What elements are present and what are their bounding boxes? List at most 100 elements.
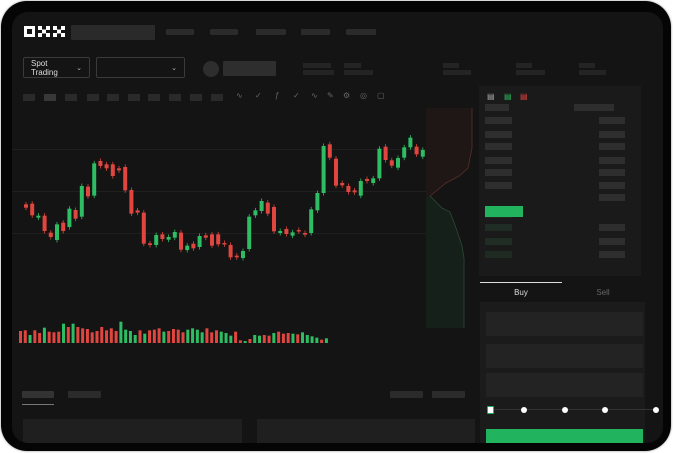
- orderbook-price[interactable]: [485, 169, 512, 176]
- candlestick-chart[interactable]: [12, 12, 432, 372]
- volume-bar: [148, 330, 152, 343]
- orderbook-amount: [599, 169, 625, 176]
- filter-button[interactable]: [432, 391, 465, 398]
- slider-stop[interactable]: [602, 407, 608, 413]
- buy-submit-button[interactable]: [486, 429, 643, 443]
- volume-bar: [100, 327, 104, 343]
- orderbook-price[interactable]: [485, 143, 512, 150]
- volume-bar: [85, 329, 89, 343]
- volume-bar: [76, 327, 80, 343]
- interval-button[interactable]: [23, 94, 35, 101]
- candle-up: [371, 178, 376, 183]
- interval-button[interactable]: [211, 94, 223, 101]
- amount-input[interactable]: [486, 344, 643, 368]
- nav-item[interactable]: [166, 29, 194, 35]
- volume-bar: [171, 329, 175, 343]
- candle-up: [241, 251, 245, 258]
- slider-stop[interactable]: [653, 407, 659, 413]
- tab-sell[interactable]: Sell: [596, 288, 610, 297]
- view-asks-icon[interactable]: ▤: [520, 92, 528, 101]
- slider-stop[interactable]: [521, 407, 527, 413]
- volume-bar: [52, 332, 56, 343]
- pair-dropdown[interactable]: ⌄: [96, 57, 185, 78]
- candle-down: [284, 229, 289, 234]
- slider-stop[interactable]: [562, 407, 568, 413]
- candle-down: [98, 161, 103, 166]
- orderbook-price[interactable]: [485, 117, 512, 124]
- fx-icon[interactable]: ƒ: [275, 91, 280, 100]
- price-input[interactable]: [486, 312, 643, 336]
- candle-down: [222, 243, 227, 245]
- interval-button-active[interactable]: [44, 94, 56, 101]
- stat-label: [344, 63, 361, 68]
- okx-logo[interactable]: [24, 26, 66, 38]
- candle-down: [42, 215, 47, 231]
- settings-icon[interactable]: ⚙: [343, 91, 351, 100]
- candle-down: [110, 164, 115, 176]
- market-type-dropdown[interactable]: Spot Trading ⌄: [23, 57, 90, 78]
- slider-track[interactable]: [490, 409, 658, 410]
- interval-button[interactable]: [87, 94, 99, 101]
- tab-history[interactable]: [68, 391, 101, 398]
- gridline: [12, 149, 426, 150]
- total-input[interactable]: [486, 373, 643, 397]
- search-bar[interactable]: [71, 25, 155, 40]
- view-bids-icon[interactable]: ▤: [504, 92, 512, 101]
- stat-value: [516, 70, 545, 75]
- candle-down: [346, 186, 351, 192]
- nav-item[interactable]: [301, 29, 330, 35]
- nav-item[interactable]: [346, 29, 376, 35]
- interval-button[interactable]: [128, 94, 140, 101]
- indicator-icon[interactable]: ✓: [255, 91, 262, 100]
- stat-label: [579, 63, 595, 68]
- fullscreen-icon[interactable]: ▢: [377, 91, 385, 100]
- volume-bar: [229, 335, 233, 343]
- candle-up: [396, 158, 400, 168]
- candle-down: [30, 203, 35, 216]
- volume-bar: [119, 321, 123, 343]
- candle-up: [278, 231, 283, 233]
- candle-up: [321, 146, 326, 193]
- candle-up: [259, 201, 264, 211]
- volume-bar: [47, 331, 51, 343]
- candle-down: [160, 234, 165, 239]
- volume-bar: [214, 330, 218, 343]
- nav-item[interactable]: [210, 29, 238, 35]
- interval-button[interactable]: [107, 94, 119, 101]
- volume-bar: [105, 330, 109, 343]
- filter-button[interactable]: [390, 391, 423, 398]
- interval-button[interactable]: [190, 94, 202, 101]
- orderbook-price[interactable]: [485, 224, 512, 231]
- interval-button[interactable]: [169, 94, 181, 101]
- volume-bar: [176, 329, 180, 343]
- view-both-icon[interactable]: ▤: [487, 92, 495, 101]
- candle-down: [265, 202, 270, 214]
- pencil-icon[interactable]: ✎: [327, 91, 334, 100]
- bid-depth: [426, 196, 464, 328]
- orderbook-price[interactable]: [485, 157, 512, 164]
- candle-down: [352, 190, 357, 193]
- orderbook-price[interactable]: [485, 238, 512, 245]
- orderbook-price[interactable]: [485, 182, 512, 189]
- app-screen: Spot Trading ⌄ ⌄ ∿ ✓ ƒ ✓ ∿ ✎ ⚙ ◎ ▢: [12, 12, 663, 443]
- candle-up: [358, 181, 363, 196]
- price-placeholder: [223, 61, 276, 76]
- orderbook-price[interactable]: [485, 104, 509, 111]
- camera-icon[interactable]: ◎: [360, 91, 367, 100]
- interval-button[interactable]: [65, 94, 77, 101]
- volume-bar: [243, 341, 247, 343]
- volume-bar: [210, 332, 214, 343]
- chart-type-icon[interactable]: ∿: [236, 91, 243, 100]
- orderbook-price[interactable]: [485, 131, 512, 138]
- interval-button[interactable]: [148, 94, 160, 101]
- chevron-icon[interactable]: ✓: [293, 91, 300, 100]
- tab-open-orders[interactable]: [22, 391, 54, 398]
- line-tool-icon[interactable]: ∿: [311, 91, 318, 100]
- stat-label: [516, 63, 532, 68]
- slider-handle[interactable]: [487, 406, 494, 414]
- stat-value: [344, 70, 373, 75]
- orderbook-price[interactable]: [485, 251, 512, 258]
- nav-item[interactable]: [256, 29, 286, 35]
- orderbook-amount: [599, 251, 625, 258]
- tab-buy[interactable]: Buy: [514, 288, 528, 297]
